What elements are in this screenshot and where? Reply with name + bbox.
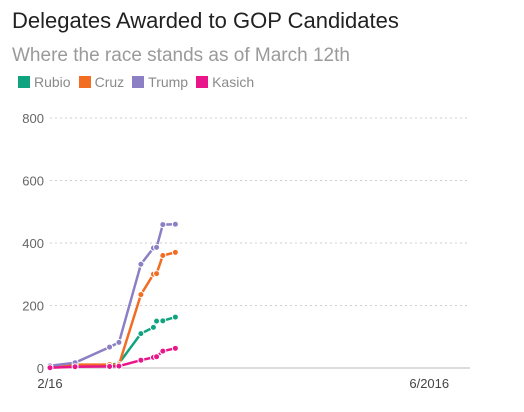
- data-point-kasich: [115, 362, 123, 370]
- data-point-kasich: [106, 362, 114, 370]
- legend-label-trump: Trump: [148, 74, 189, 90]
- legend-item-rubio[interactable]: Rubio: [18, 74, 71, 90]
- data-point-rubio: [153, 317, 161, 325]
- x-tick-label: 6/2016: [409, 376, 449, 391]
- data-point-trump: [171, 220, 179, 228]
- legend-item-kasich[interactable]: Kasich: [196, 74, 254, 90]
- legend-item-trump[interactable]: Trump: [132, 74, 188, 90]
- data-point-kasich: [153, 353, 161, 361]
- data-point-cruz: [153, 270, 161, 278]
- legend-swatch-kasich: [196, 76, 209, 88]
- data-point-kasich: [171, 344, 179, 352]
- y-tick-label: 800: [22, 111, 44, 126]
- data-point-cruz: [159, 252, 167, 259]
- data-point-kasich: [159, 347, 167, 355]
- y-tick-label: 600: [22, 174, 44, 189]
- chart-legend: Rubio Cruz Trump Kasich: [18, 74, 262, 90]
- legend-swatch-trump: [132, 76, 145, 88]
- chart-subtitle: Where the race stands as of March 12th: [12, 45, 350, 66]
- legend-item-cruz[interactable]: Cruz: [78, 74, 125, 90]
- legend-swatch-rubio: [18, 76, 30, 88]
- data-point-trump: [137, 260, 145, 268]
- data-point-rubio: [171, 313, 179, 321]
- data-point-rubio: [149, 323, 157, 331]
- y-tick-label: 400: [22, 236, 44, 251]
- data-point-kasich: [46, 364, 54, 372]
- data-point-cruz: [137, 291, 145, 299]
- data-point-kasich: [137, 356, 145, 364]
- data-point-cruz: [171, 248, 179, 256]
- legend-label-kasich: Kasich: [212, 74, 255, 90]
- data-point-rubio: [159, 317, 167, 325]
- data-point-trump: [106, 343, 114, 351]
- y-tick-label: 0: [37, 361, 44, 376]
- data-point-kasich: [71, 363, 79, 371]
- legend-swatch-cruz: [78, 76, 91, 88]
- data-point-rubio: [137, 330, 145, 338]
- data-point-trump: [159, 221, 167, 229]
- chart-title: Delegates Awarded to GOP Candidates: [12, 8, 399, 33]
- legend-label-rubio: Rubio: [34, 74, 71, 90]
- legend-label-cruz: Cruz: [94, 74, 125, 90]
- data-point-trump: [153, 243, 161, 251]
- y-tick-label: 200: [22, 299, 44, 314]
- x-tick-label: 2/16: [37, 376, 62, 391]
- data-point-trump: [115, 338, 123, 346]
